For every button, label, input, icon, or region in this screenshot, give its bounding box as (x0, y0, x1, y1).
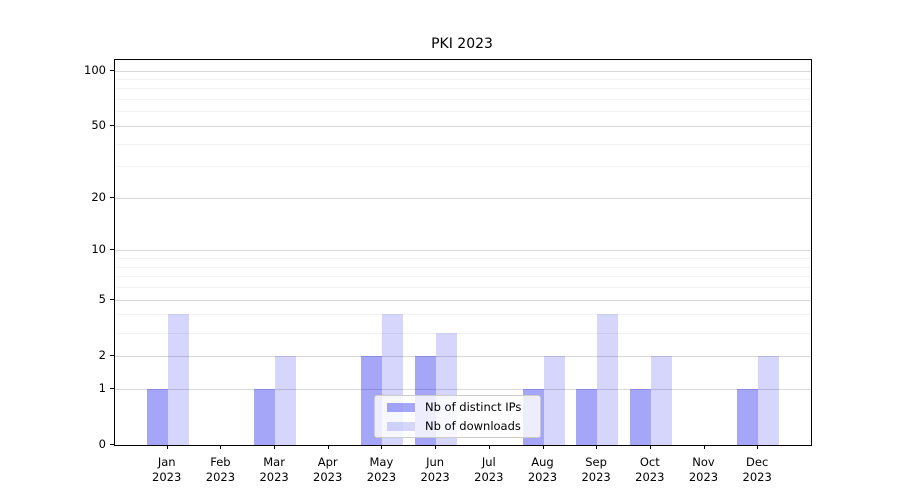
gridline-major (115, 299, 811, 301)
x-tick (703, 445, 705, 449)
gridline-major (115, 70, 811, 72)
bar-ips-jan (146, 388, 168, 445)
y-tick-label: 1 (98, 380, 106, 395)
x-tick (166, 445, 168, 449)
gridline-minor (115, 143, 811, 145)
gridline-minor (115, 314, 811, 316)
bar-downloads-mar (275, 355, 297, 445)
gridline-minor (115, 258, 811, 260)
y-tick-label: 0 (98, 437, 106, 451)
bar-downloads-oct (650, 355, 672, 445)
x-tick (757, 445, 759, 449)
x-tick (649, 445, 651, 449)
x-tick-label-jul: Jul 2023 (474, 455, 504, 484)
legend-label-distinct-ips: Nb of distinct IPs (425, 400, 522, 414)
x-tick (488, 445, 490, 449)
y-tick (110, 125, 114, 126)
gridline-minor (115, 276, 811, 278)
bar-downloads-dec (758, 355, 780, 445)
gridline-major (115, 250, 811, 252)
x-tick-label-sep: Sep 2023 (581, 455, 611, 484)
bar-downloads-sep (597, 314, 619, 445)
gridline-minor (115, 99, 811, 101)
bar-ips-mar (254, 388, 276, 445)
gridline-minor (115, 111, 811, 113)
gridline-minor (115, 79, 811, 80)
x-tick-label-nov: Nov 2023 (688, 455, 719, 484)
gridline-major (115, 198, 811, 199)
gridline-minor (115, 166, 811, 168)
legend-entry-distinct-ips: Nb of distinct IPs (375, 400, 540, 415)
y-tick-label: 2 (98, 347, 106, 362)
x-tick-label-dec: Dec 2023 (742, 455, 772, 484)
x-tick (274, 445, 276, 449)
x-tick (220, 445, 222, 449)
x-tick (381, 445, 383, 449)
gridline-minor (115, 287, 811, 289)
y-tick (110, 354, 114, 356)
y-tick-label: 10 (91, 242, 106, 257)
y-tick-label: 100 (84, 62, 106, 77)
y-tick-label: 50 (91, 118, 106, 132)
y-tick (110, 444, 114, 445)
gridline-major (115, 126, 811, 127)
x-tick-label-mar: Mar 2023 (259, 455, 289, 484)
x-tick-label-aug: Aug 2023 (527, 455, 558, 484)
y-tick (110, 249, 114, 251)
y-tick (110, 387, 114, 389)
gridline-minor (115, 266, 811, 268)
y-tick (110, 69, 114, 71)
x-tick-label-may: May 2023 (366, 455, 397, 484)
x-tick (327, 445, 329, 449)
legend-label-downloads: Nb of downloads (425, 419, 521, 433)
x-tick (542, 445, 544, 449)
bar-ips-sep (576, 388, 598, 445)
x-tick (596, 445, 598, 449)
y-tick (110, 197, 114, 198)
gridline-minor (115, 332, 811, 334)
x-tick-label-jun: Jun 2023 (420, 455, 450, 484)
x-tick-label-oct: Oct 2023 (635, 455, 665, 484)
gridline-minor (115, 88, 811, 90)
gridline-major (115, 388, 811, 390)
legend: Nb of distinct IPs Nb of downloads (374, 395, 541, 438)
legend-entry-downloads: Nb of downloads (375, 419, 540, 434)
x-tick-label-jan: Jan 2023 (152, 455, 182, 484)
chart-title: PKI 2023 (431, 36, 493, 52)
bar-ips-oct (629, 388, 651, 445)
y-tick-label: 20 (91, 190, 106, 204)
y-tick (110, 298, 114, 300)
gridline-major (115, 355, 811, 357)
y-tick-label: 5 (98, 291, 106, 306)
plot-area: Nb of distinct IPs Nb of downloads (114, 59, 812, 446)
legend-swatch-downloads (387, 421, 415, 431)
x-tick-label-feb: Feb 2023 (205, 455, 236, 484)
bar-downloads-aug (543, 355, 565, 445)
x-tick (435, 445, 437, 449)
x-tick-label-apr: Apr 2023 (313, 455, 343, 484)
bar-ips-dec (737, 388, 759, 445)
legend-swatch-distinct-ips (387, 402, 415, 412)
bar-downloads-jan (167, 314, 189, 445)
